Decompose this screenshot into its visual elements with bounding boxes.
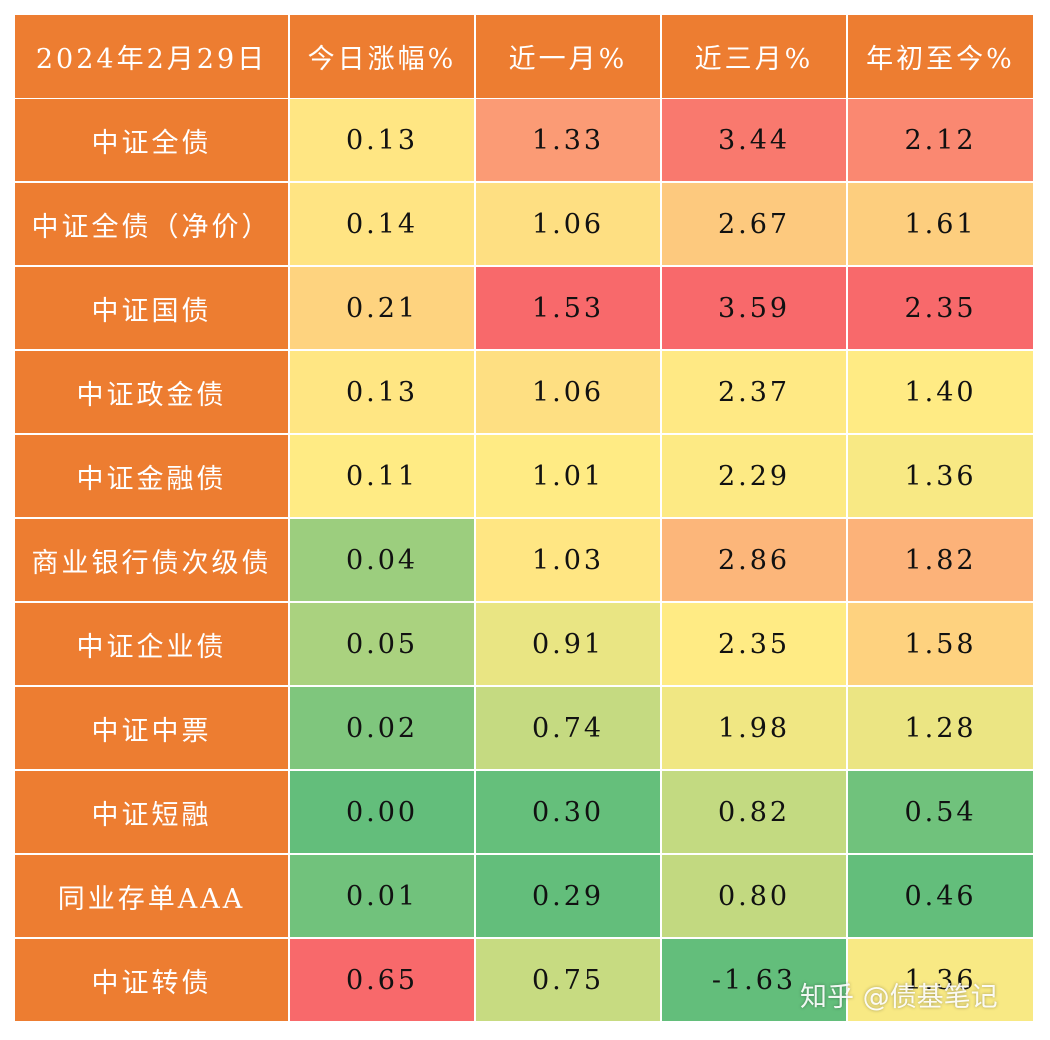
row-label: 中证全债 — [15, 99, 288, 181]
value-cell: 2.37 — [662, 351, 846, 433]
value-cell: 0.80 — [662, 855, 846, 937]
value-cell: 0.11 — [290, 435, 474, 517]
row-label: 中证中票 — [15, 687, 288, 769]
value-cell: 0.29 — [476, 855, 660, 937]
row-label: 中证全债（净价） — [15, 183, 288, 265]
value-cell: 0.14 — [290, 183, 474, 265]
row-label: 中证转债 — [15, 939, 288, 1021]
value-cell: 1.36 — [848, 939, 1033, 1021]
value-cell: 0.04 — [290, 519, 474, 601]
value-cell: 0.01 — [290, 855, 474, 937]
value-cell: 1.98 — [662, 687, 846, 769]
value-cell: 1.01 — [476, 435, 660, 517]
value-cell: 0.21 — [290, 267, 474, 349]
value-cell: 1.28 — [848, 687, 1033, 769]
value-cell: 2.35 — [662, 603, 846, 685]
header-cell: 年初至今% — [848, 15, 1033, 98]
row-label: 中证短融 — [15, 771, 288, 853]
value-cell: 0.91 — [476, 603, 660, 685]
watermark: 知乎 @债基笔记 — [800, 982, 998, 1013]
header-cell: 今日涨幅% — [290, 15, 474, 98]
header-cell: 近一月% — [476, 15, 660, 98]
value-cell: 1.36 — [848, 435, 1033, 517]
row-label: 中证企业债 — [15, 603, 288, 685]
value-cell: 2.35 — [848, 267, 1033, 349]
value-cell: 0.82 — [662, 771, 846, 853]
row-label: 中证金融债 — [15, 435, 288, 517]
value-cell: 2.67 — [662, 183, 846, 265]
row-label: 中证国债 — [15, 267, 288, 349]
value-cell: 1.61 — [848, 183, 1033, 265]
value-cell: 2.12 — [848, 99, 1033, 181]
value-cell: 0.54 — [848, 771, 1033, 853]
value-cell: -1.63 — [662, 939, 846, 1021]
value-cell: 0.30 — [476, 771, 660, 853]
value-cell: 0.65 — [290, 939, 474, 1021]
row-label: 商业银行债次级债 — [15, 519, 288, 601]
value-cell: 1.58 — [848, 603, 1033, 685]
value-cell: 3.59 — [662, 267, 846, 349]
value-cell: 0.13 — [290, 99, 474, 181]
value-cell: 1.82 — [848, 519, 1033, 601]
value-cell: 3.44 — [662, 99, 846, 181]
value-cell: 1.06 — [476, 351, 660, 433]
value-cell: 1.33 — [476, 99, 660, 181]
value-cell: 0.13 — [290, 351, 474, 433]
value-cell: 1.53 — [476, 267, 660, 349]
value-cell: 0.05 — [290, 603, 474, 685]
value-cell: 0.74 — [476, 687, 660, 769]
value-cell: 2.29 — [662, 435, 846, 517]
value-cell: 1.03 — [476, 519, 660, 601]
row-label: 中证政金债 — [15, 351, 288, 433]
value-cell: 0.02 — [290, 687, 474, 769]
value-cell: 0.00 — [290, 771, 474, 853]
row-label: 同业存单AAA — [15, 855, 288, 937]
value-cell: 0.75 — [476, 939, 660, 1021]
value-cell: 1.40 — [848, 351, 1033, 433]
header-cell: 近三月% — [662, 15, 846, 98]
value-cell: 2.86 — [662, 519, 846, 601]
value-cell: 1.06 — [476, 183, 660, 265]
value-cell: 0.46 — [848, 855, 1033, 937]
data-table: 2024年2月29日 今日涨幅% 近一月% 近三月% 年初至今% 中证全债 0.13 1.33… — [15, 15, 1033, 1021]
header-cell: 2024年2月29日 — [15, 15, 288, 98]
